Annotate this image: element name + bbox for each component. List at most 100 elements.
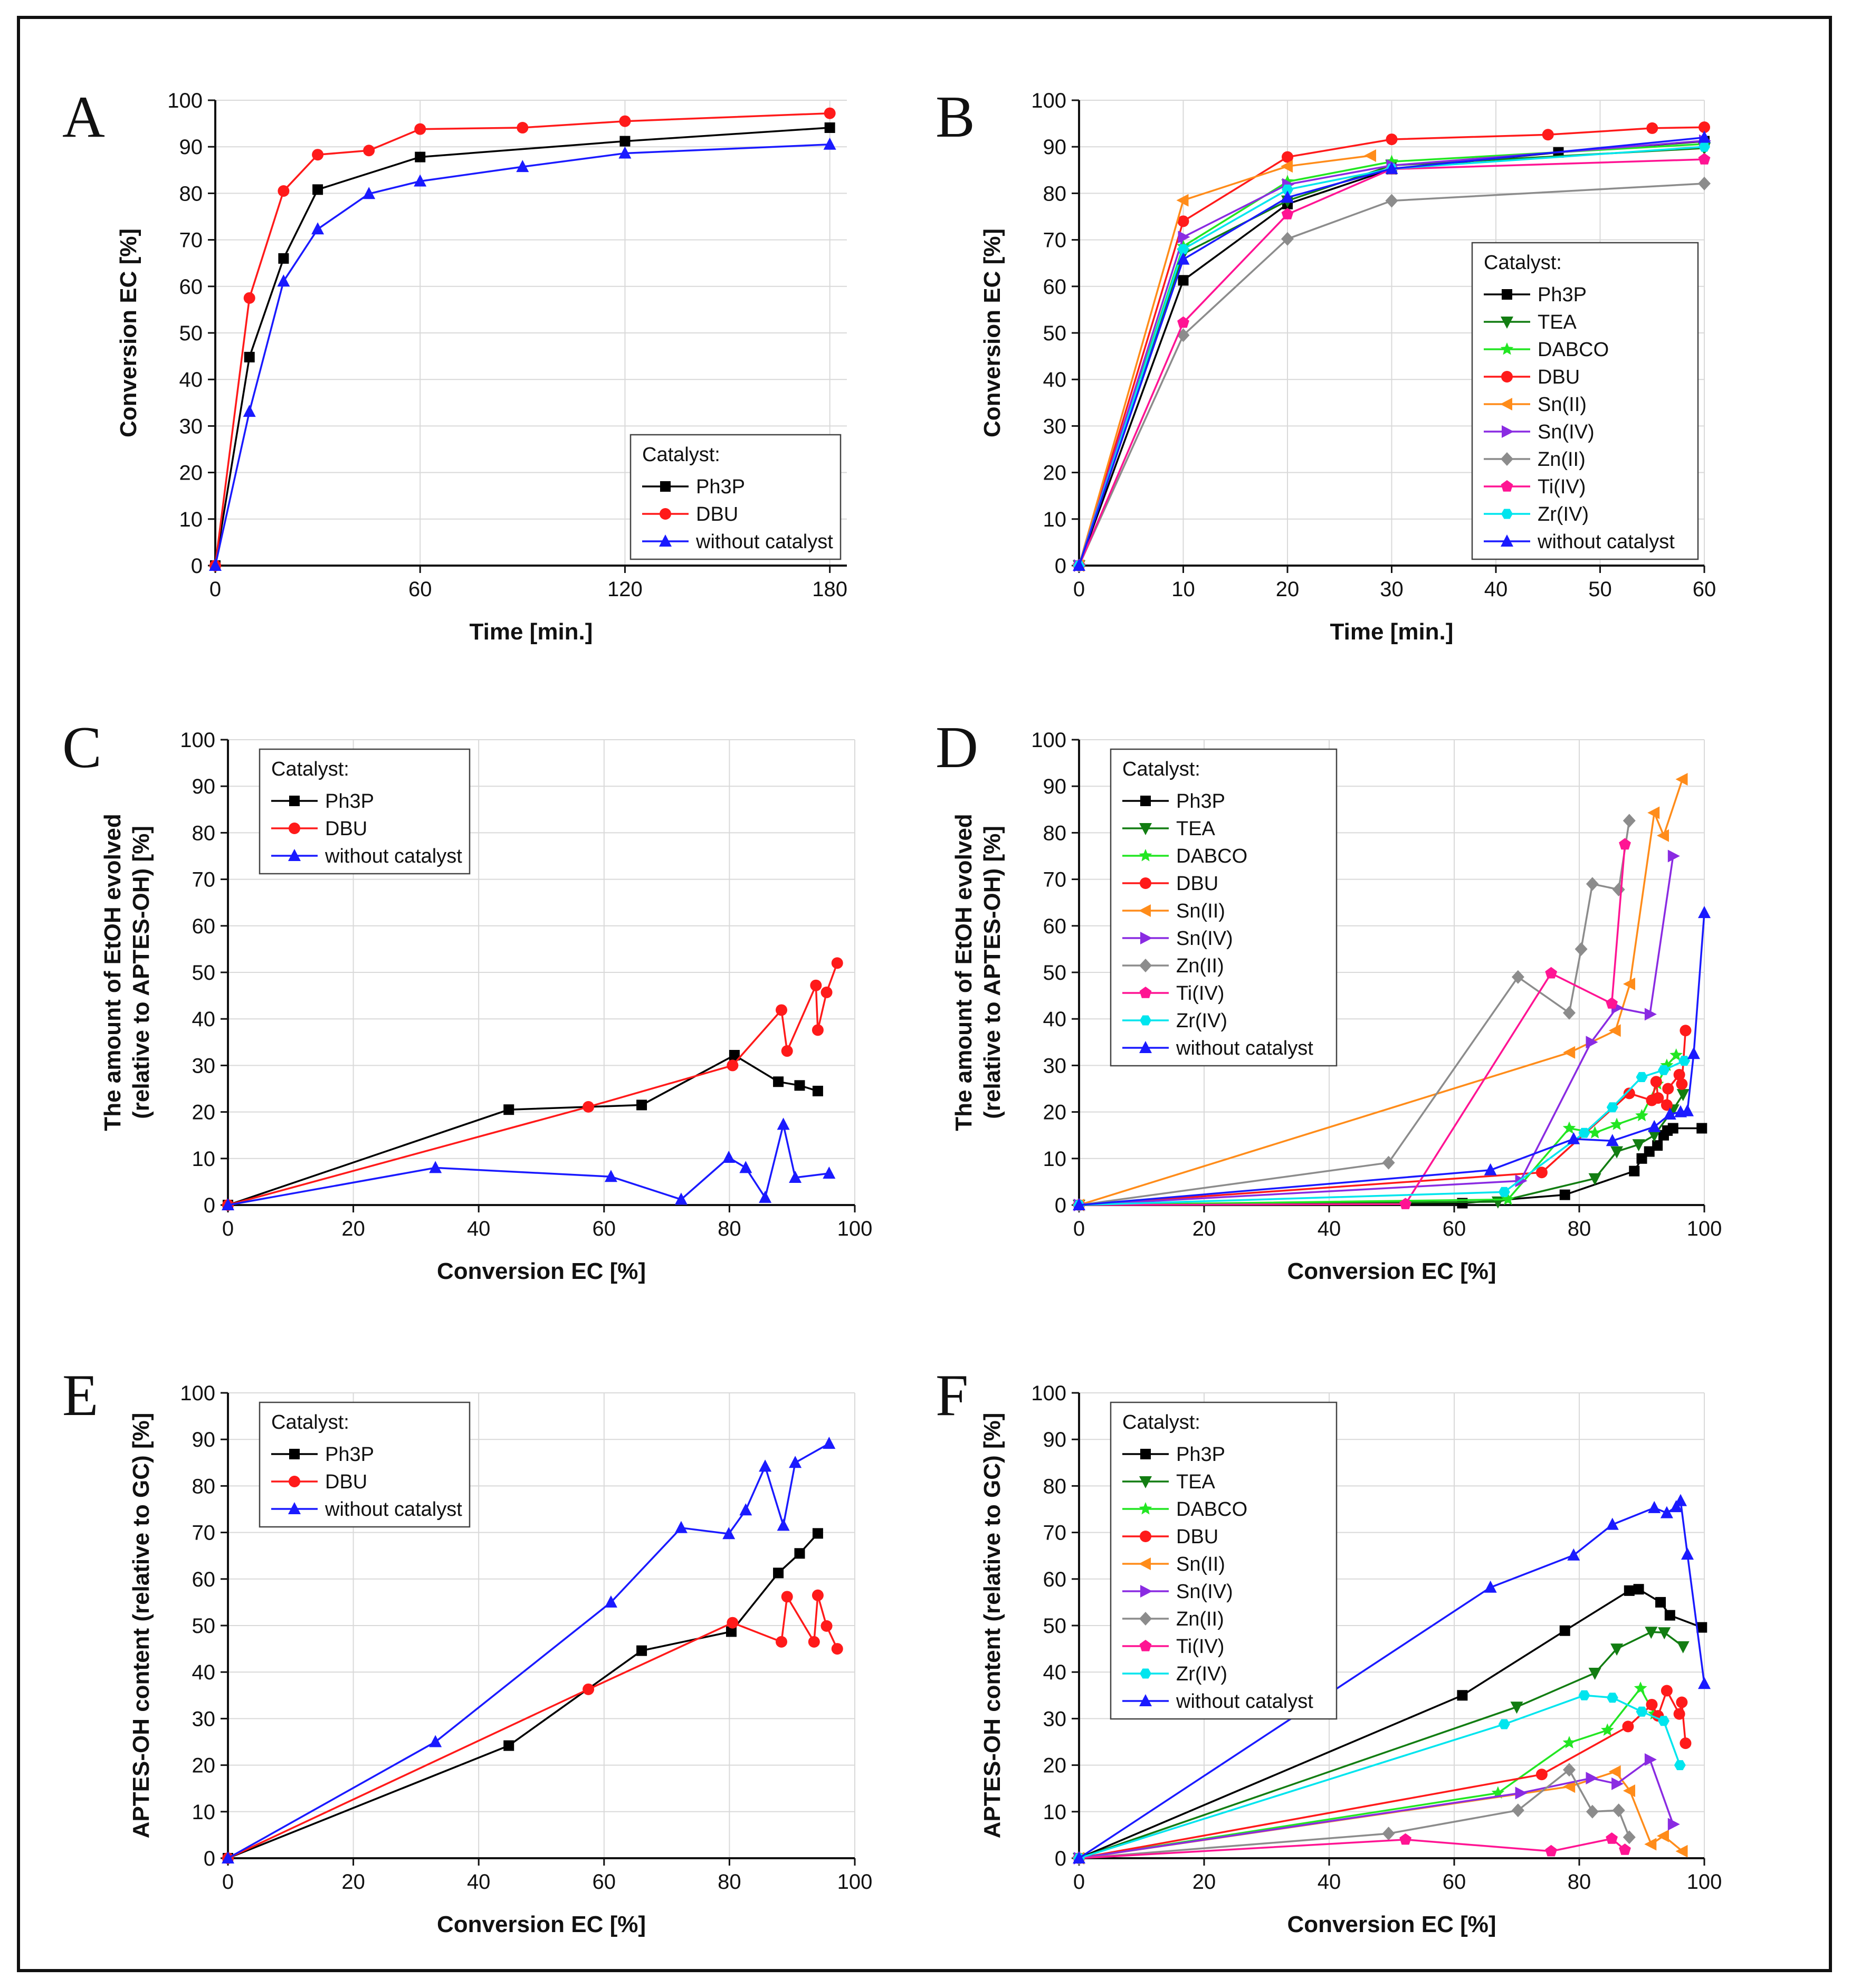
data-point — [222, 1851, 234, 1863]
y-tick-label: 80 — [1043, 1475, 1067, 1498]
data-point — [1578, 1690, 1590, 1700]
data-point — [1696, 1622, 1707, 1633]
data-point — [1646, 1698, 1658, 1710]
y-tick-label: 100 — [180, 1382, 215, 1405]
data-point — [1648, 1500, 1661, 1513]
data-point — [1644, 1753, 1657, 1766]
data-point — [1633, 1584, 1644, 1595]
legend-marker — [1501, 480, 1513, 492]
data-point — [1559, 1189, 1570, 1200]
data-point — [1680, 1025, 1692, 1037]
data-point — [1698, 1677, 1711, 1689]
data-point — [1281, 232, 1294, 246]
y-axis-title: APTES-OH content (relative to GC) [%] — [128, 1413, 154, 1839]
data-point — [739, 1161, 752, 1173]
x-axis-title: Conversion EC [%] — [1287, 1911, 1496, 1937]
data-point — [243, 292, 255, 304]
data-point — [243, 405, 256, 417]
chart-panel-f: F 0 10 20 30 40 50 60 70 80 90 100 0 20 40 60 80 100 Conve… — [936, 1363, 1722, 1937]
data-point — [1606, 1134, 1619, 1146]
data-point — [244, 351, 255, 362]
data-point — [1606, 997, 1618, 1009]
data-point — [722, 1527, 736, 1540]
legend-label: without catalyst — [325, 845, 462, 867]
y-tick-label: 100 — [1031, 89, 1066, 112]
data-point — [831, 957, 843, 969]
data-point — [1073, 559, 1085, 571]
data-point — [1650, 1076, 1662, 1088]
data-point — [1498, 1187, 1510, 1197]
legend-label: Ph3P — [696, 476, 745, 498]
data-point — [1619, 838, 1631, 850]
x-tick-label: 40 — [467, 1870, 491, 1894]
legend: Catalyst: Ph3P TEA DABCO DBU Sn(II) Sn(IV) Zn(I… — [1110, 748, 1338, 1067]
legend-marker — [659, 534, 672, 547]
x-tick-label: 60 — [593, 1870, 616, 1894]
data-point — [781, 1045, 793, 1057]
data-point — [618, 146, 632, 159]
series-ph3p — [1074, 1123, 1707, 1210]
data-point — [429, 1161, 442, 1173]
legend-marker — [1140, 1585, 1152, 1598]
legend-label: Ph3P — [1176, 790, 1225, 813]
data-point — [1644, 1146, 1655, 1157]
data-point — [1484, 1163, 1497, 1175]
data-point — [1612, 1803, 1625, 1818]
y-tick-label: 80 — [1043, 821, 1067, 845]
legend-label: TEA — [1538, 311, 1577, 333]
y-tick-label: 70 — [1043, 229, 1067, 252]
series-line — [1079, 1758, 1674, 1859]
y-tick-label: 10 — [179, 508, 203, 531]
data-point — [1178, 231, 1190, 244]
data-point — [1177, 252, 1190, 265]
y-tick-label: 60 — [179, 275, 203, 299]
series-line — [1079, 1499, 1705, 1859]
data-point — [1563, 1046, 1576, 1059]
data-point — [363, 145, 375, 157]
x-tick-label: 120 — [607, 578, 643, 601]
chart-panel-a: A 0 10 20 30 40 50 60 70 80 90 100 0 60 120 180 Time [mi… — [62, 84, 847, 645]
data-point — [1610, 1117, 1624, 1130]
data-point — [1382, 1827, 1395, 1841]
data-point — [1588, 1126, 1601, 1139]
data-point — [583, 1101, 595, 1113]
data-point — [604, 1170, 617, 1182]
data-point — [812, 1024, 824, 1036]
y-tick-label: 70 — [179, 229, 203, 252]
legend-label: without catalyst — [695, 531, 833, 553]
data-point — [1661, 1099, 1673, 1111]
legend-label: DBU — [1176, 1526, 1218, 1548]
legend-marker — [1139, 1694, 1152, 1706]
data-point — [1563, 1006, 1576, 1020]
data-point — [583, 1683, 595, 1695]
x-tick-label: 60 — [1443, 1217, 1466, 1240]
y-tick-label: 10 — [192, 1801, 216, 1824]
data-point — [1511, 970, 1524, 984]
x-tick-label: 80 — [718, 1217, 741, 1240]
legend-label: DBU — [325, 1471, 367, 1493]
data-point — [1364, 149, 1376, 162]
legend-label: Ph3P — [1538, 284, 1587, 306]
x-axis-title: Conversion EC [%] — [437, 1911, 646, 1937]
series-line — [227, 1442, 830, 1859]
legend-label: DABCO — [1176, 1498, 1247, 1521]
legend-marker — [660, 508, 671, 520]
data-point — [1676, 1641, 1690, 1654]
data-point — [1501, 1192, 1515, 1205]
series-without-catalyst — [1073, 906, 1711, 1210]
x-tick-label: 80 — [1568, 1217, 1591, 1240]
data-point — [1634, 1681, 1647, 1694]
legend: Catalyst: Ph3P TEA DABCO DBU Sn(II) Sn(IV) Zn(I… — [1110, 1401, 1338, 1720]
y-tick-label: 40 — [1043, 1661, 1067, 1684]
legend-marker — [1139, 987, 1152, 998]
data-point — [1646, 122, 1658, 134]
data-point — [1660, 1506, 1673, 1518]
data-point — [1698, 153, 1711, 165]
x-tick-label: 180 — [812, 578, 847, 601]
legend-title: Catalyst: — [1122, 758, 1200, 780]
legend-marker — [1139, 904, 1151, 917]
chart-panel-c: C 0 10 20 30 40 50 60 70 80 90 100 0 20 40 60 80 100 Conve… — [62, 715, 872, 1284]
data-point — [1586, 877, 1599, 891]
data-point — [1385, 161, 1398, 174]
y-axis-title: Conversion EC [%] — [116, 228, 141, 437]
